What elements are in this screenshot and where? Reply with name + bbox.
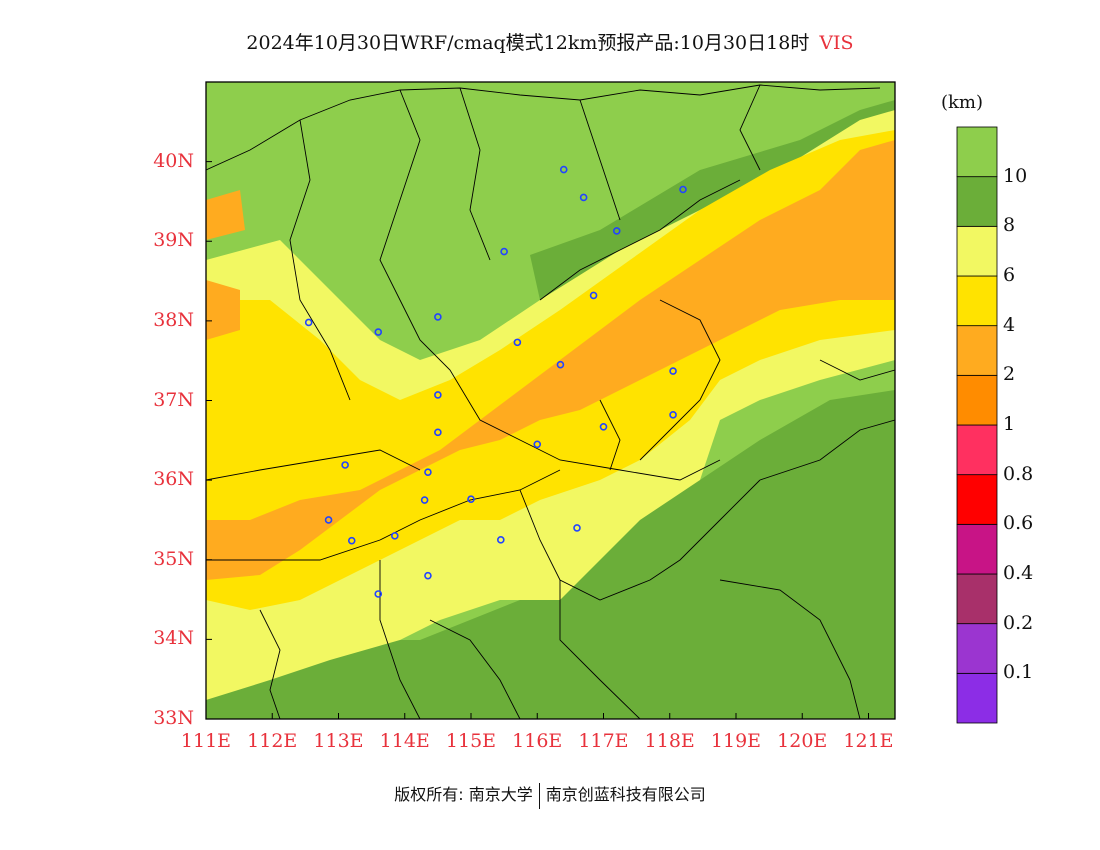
- lon-label: 115E: [445, 730, 497, 752]
- city-marker: [304, 318, 313, 327]
- city-marker: [679, 185, 687, 194]
- colorbar-label: 6: [1003, 264, 1016, 286]
- lat-label: 36N: [153, 468, 194, 491]
- lat-label: 37N: [153, 388, 194, 411]
- colorbar-label: 0.2: [1003, 611, 1034, 634]
- city-marker: [612, 227, 621, 235]
- lon-label: 116E: [512, 730, 563, 752]
- city-marker: [497, 536, 505, 544]
- admin-boundaries: [206, 84, 895, 719]
- colorbar-swatch: [956, 374, 998, 426]
- colorbar-swatch: [956, 176, 998, 227]
- lon-label: 120E: [777, 730, 828, 752]
- vis-field-2km-west: [206, 280, 240, 340]
- city-marker: [573, 524, 581, 532]
- colorbar-label: 0.8: [1003, 462, 1034, 485]
- lat-label: 35N: [153, 547, 194, 570]
- city-marker: [467, 495, 475, 504]
- colorbar-swatch: [956, 325, 998, 376]
- city-marker: [533, 440, 542, 449]
- title-main: 2024年10月30日WRF/cmaq模式12km预报产品:10月30日18时: [246, 32, 810, 54]
- variable-label: VIS: [819, 32, 854, 54]
- city-marker: [500, 247, 508, 256]
- lon-label: 118E: [644, 730, 695, 752]
- city-marker: [589, 291, 598, 300]
- lon-label: 121E: [843, 730, 894, 752]
- colorbar-swatch: [956, 225, 998, 277]
- lat-label: 38N: [153, 308, 194, 331]
- vis-field-8km: [206, 390, 895, 719]
- map-title: 2024年10月30日WRF/cmaq模式12km预报产品:10月30日18时 V…: [0, 28, 1100, 55]
- colorbar-label: 8: [1003, 214, 1016, 237]
- colorbar-unit: (km): [941, 92, 984, 113]
- colorbar-label: 0.6: [1003, 512, 1034, 535]
- colorbar-label: 0.4: [1003, 562, 1034, 584]
- copyright-separator: [538, 782, 540, 809]
- copyright-footer: 版权所有: 南京大学 南京创蓝科技有限公司: [0, 781, 1100, 809]
- city-marker: [424, 571, 432, 580]
- colorbar-swatch: [956, 126, 998, 178]
- colorbar-label: 1: [1003, 413, 1016, 435]
- city-marker: [513, 338, 522, 347]
- lat-label: 40N: [153, 149, 194, 172]
- lon-label: 111E: [180, 730, 232, 752]
- colorbar-swatch: [956, 275, 998, 327]
- vis-field-2km: [206, 140, 895, 580]
- city-marker: [434, 313, 442, 321]
- city-marker: [347, 536, 356, 545]
- city-marker: [391, 532, 399, 540]
- city-marker: [424, 468, 432, 476]
- lat-label: 34N: [153, 627, 194, 650]
- colorbar-swatch: [956, 573, 998, 625]
- city-marker: [324, 516, 333, 524]
- colorbar-label: 4: [1003, 313, 1016, 336]
- axis-ticks: [205, 161, 869, 720]
- copyright-left: 版权所有: 南京大学: [394, 785, 533, 804]
- city-marker: [420, 496, 429, 504]
- lon-label: 114E: [379, 730, 430, 752]
- city-marker: [374, 328, 383, 336]
- map-field: [206, 82, 895, 719]
- lon-label: 112E: [247, 730, 298, 752]
- lon-label: 119E: [710, 730, 762, 752]
- city-marker: [559, 165, 568, 174]
- colorbar-label: 0.1: [1003, 661, 1034, 684]
- city-marker: [599, 422, 608, 431]
- lat-label: 39N: [153, 229, 194, 252]
- city-marker: [374, 590, 383, 598]
- lat-label: 33N: [153, 707, 194, 729]
- city-marker: [434, 391, 442, 399]
- colorbar-swatch: [956, 474, 998, 525]
- colorbar-label: 10: [1003, 164, 1028, 187]
- colorbar-swatch: [956, 672, 998, 724]
- city-marker: [341, 461, 349, 469]
- lon-label: 113E: [313, 730, 364, 752]
- copyright-right: 南京创蓝科技有限公司: [545, 785, 706, 804]
- city-marker: [579, 193, 588, 202]
- city-marker: [556, 360, 565, 369]
- city-marker: [669, 367, 677, 375]
- city-marker: [669, 411, 677, 419]
- colorbar-label: 2: [1003, 363, 1016, 386]
- colorbar-swatch: [956, 424, 998, 476]
- colorbar: [956, 126, 998, 724]
- city-marker: [434, 428, 442, 437]
- colorbar-swatch: [956, 623, 998, 674]
- lon-label: 117E: [578, 730, 629, 752]
- vis-field-2km-nw: [206, 190, 245, 240]
- colorbar-swatch: [956, 523, 998, 575]
- station-markers: [304, 165, 687, 598]
